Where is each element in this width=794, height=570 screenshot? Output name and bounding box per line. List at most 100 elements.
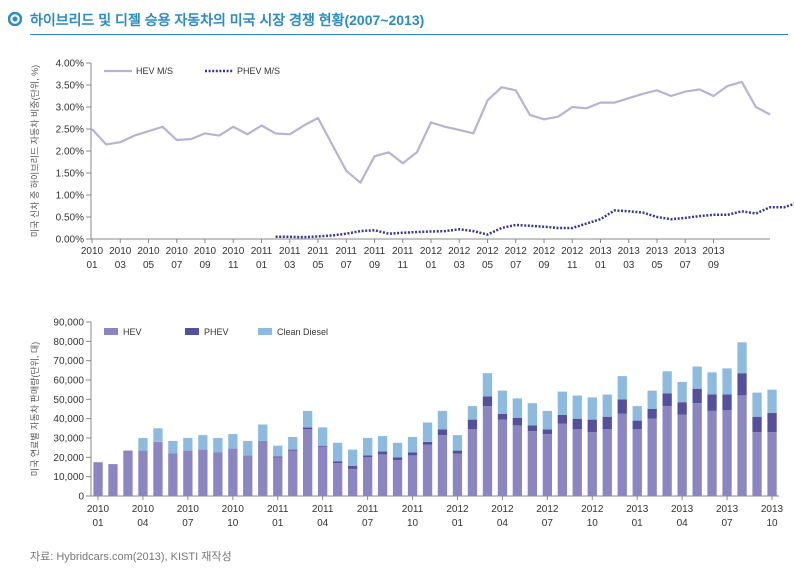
bar-diesel — [408, 437, 417, 453]
x-tick-label-year: 2013 — [716, 504, 739, 515]
y-tick-label: 1.00% — [56, 191, 84, 202]
bar-diesel — [693, 367, 702, 389]
x-tick-label-month: 07 — [362, 518, 374, 529]
y-tick-label: 30,000 — [53, 434, 84, 445]
x-tick-label-year: 2011 — [357, 504, 379, 515]
bar-hev — [633, 429, 642, 496]
bar-phev — [603, 417, 612, 430]
bar-phev — [648, 409, 657, 419]
bar-diesel — [243, 441, 252, 456]
x-tick-label-year: 2010 — [81, 246, 104, 257]
x-tick-label-year: 2013 — [589, 246, 612, 257]
bar-hev — [363, 457, 372, 496]
bar-diesel — [423, 423, 432, 442]
x-tick-label-month: 01 — [425, 260, 437, 271]
bar-hev — [423, 445, 432, 496]
bar-phev — [752, 417, 761, 433]
bar-diesel — [348, 450, 357, 466]
y-tick-label: 70,000 — [53, 356, 84, 367]
bar-diesel — [618, 376, 627, 399]
x-tick-label-year: 2012 — [491, 504, 514, 515]
x-tick-label-month: 09 — [538, 260, 550, 271]
series-line-phev — [276, 203, 794, 238]
bar-phev — [513, 418, 522, 426]
x-tick-label-year: 2010 — [132, 504, 155, 515]
bar-phev — [318, 446, 327, 447]
bar-phev — [498, 414, 507, 420]
x-tick-label-month: 05 — [312, 260, 324, 271]
x-tick-label-year: 2010 — [137, 246, 160, 257]
x-tick-label-month: 10 — [407, 518, 419, 529]
x-tick-label-year: 2011 — [402, 504, 424, 515]
legend-label: HEV — [123, 327, 142, 337]
bar-phev — [483, 396, 492, 406]
x-tick-label-year: 2012 — [420, 246, 443, 257]
bar-diesel — [722, 368, 731, 394]
bar-diesel — [318, 427, 327, 445]
x-tick-label-year: 2010 — [177, 504, 200, 515]
x-tick-label-month: 03 — [284, 260, 296, 271]
bar-phev — [633, 421, 642, 430]
x-tick-label-month: 11 — [567, 260, 578, 271]
bar-hev — [318, 447, 327, 496]
x-tick-label-year: 2013 — [674, 246, 697, 257]
bar-phev — [288, 450, 297, 451]
bar-hev — [153, 442, 162, 496]
legend-label: HEV M/S — [136, 66, 173, 76]
bar-hev — [663, 406, 672, 496]
x-tick-label-month: 03 — [115, 260, 127, 271]
bar-hev — [513, 425, 522, 496]
bar-phev — [543, 429, 552, 434]
y-tick-label: 2.00% — [56, 147, 84, 158]
x-tick-label-year: 2010 — [109, 246, 132, 257]
legend-label: PHEV M/S — [237, 66, 280, 76]
legend-label: PHEV — [204, 327, 229, 337]
x-tick-label-month: 07 — [171, 260, 183, 271]
bar-hev — [168, 454, 177, 497]
y-tick-label: 20,000 — [53, 453, 84, 464]
bar-hev — [603, 429, 612, 496]
x-tick-label-month: 07 — [341, 260, 353, 271]
bar-diesel — [378, 436, 387, 452]
x-tick-label-month: 11 — [228, 260, 239, 271]
series-line-hev — [92, 82, 770, 183]
x-tick-label-month: 05 — [482, 260, 494, 271]
y-axis-label: 미국 신차 중 하이브리드 자동차 비중(단위, %) — [29, 65, 40, 237]
bar-hev — [228, 449, 237, 496]
bar-diesel — [543, 411, 552, 429]
bar-diesel — [528, 403, 537, 425]
legend-swatch — [104, 328, 118, 335]
x-tick-label-month: 10 — [766, 518, 778, 529]
bar-diesel — [737, 342, 746, 373]
x-tick-label-year: 2012 — [505, 246, 528, 257]
x-tick-label-month: 07 — [182, 518, 194, 529]
x-tick-label-month: 01 — [86, 260, 98, 271]
x-tick-label-month: 01 — [595, 260, 607, 271]
bar-diesel — [633, 406, 642, 421]
x-tick-label-month: 04 — [497, 518, 509, 529]
bar-diesel — [438, 411, 447, 429]
y-tick-label: 0 — [78, 492, 84, 503]
x-tick-label-year: 2013 — [702, 246, 725, 257]
bar-phev — [678, 402, 687, 415]
bar-hev — [752, 432, 761, 496]
x-tick-label-year: 2010 — [194, 246, 217, 257]
legend-label: Clean Diesel — [277, 327, 328, 337]
bar-diesel — [303, 411, 312, 427]
bar-diesel — [363, 438, 372, 455]
y-tick-label: 60,000 — [53, 376, 84, 387]
x-tick-label-month: 10 — [227, 518, 239, 529]
bar-hev — [618, 414, 627, 496]
bar-diesel — [648, 391, 657, 409]
bar-hev — [183, 451, 192, 496]
y-tick-label: 10,000 — [53, 472, 84, 483]
bar-diesel — [678, 382, 687, 402]
bar-diesel — [498, 391, 507, 414]
bar-hev — [483, 406, 492, 496]
bar-hev — [288, 451, 297, 496]
bar-hev — [393, 460, 402, 496]
x-tick-label-year: 2013 — [761, 504, 784, 515]
bar-phev — [378, 452, 387, 455]
x-tick-label-month: 11 — [398, 260, 409, 271]
x-tick-label-month: 04 — [137, 518, 149, 529]
